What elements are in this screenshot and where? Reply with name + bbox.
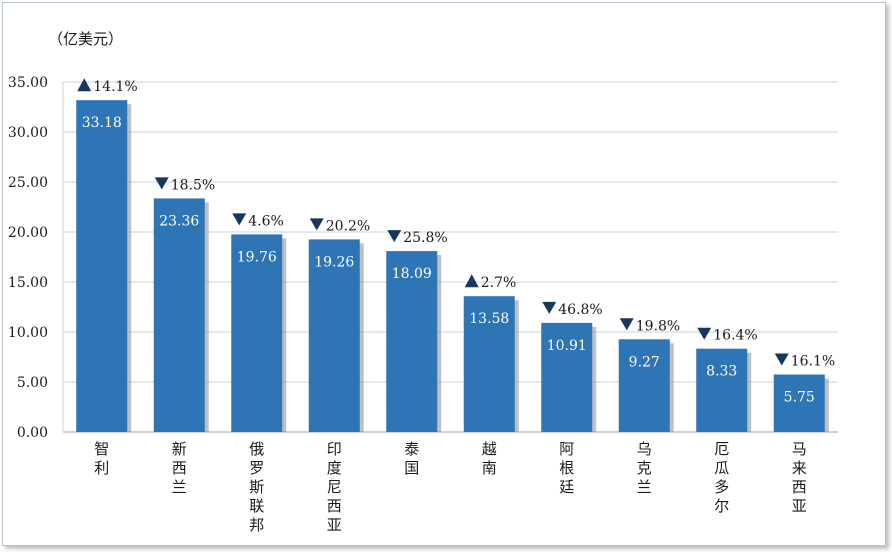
change-down-arrow	[387, 230, 402, 243]
y-tick-label: 0.00	[17, 425, 48, 441]
change-down-arrow	[619, 318, 634, 331]
bar-value-label: 13.58	[469, 311, 509, 327]
change-down-arrow	[697, 327, 712, 340]
x-category-label: 俄罗斯联邦	[249, 440, 264, 534]
unit-label: （亿美元）	[48, 30, 123, 48]
bar-value-label: 9.27	[629, 354, 660, 370]
change-down-arrow	[154, 177, 169, 190]
bar-value-label: 19.26	[314, 254, 354, 270]
bar	[76, 100, 128, 432]
bar-value-label: 8.33	[706, 364, 737, 380]
change-up-arrow	[464, 274, 479, 288]
bar	[153, 198, 205, 432]
y-tick-label: 30.00	[8, 125, 48, 141]
bar	[696, 348, 748, 432]
x-category-label: 越南	[482, 440, 497, 477]
bar	[386, 251, 438, 432]
bar-value-label: 19.76	[237, 249, 277, 265]
bar	[231, 234, 283, 432]
change-down-arrow	[232, 213, 247, 226]
bar	[618, 339, 670, 432]
change-percent-label: 19.8%	[636, 318, 680, 334]
bar	[541, 322, 593, 432]
change-percent-label: 46.8%	[558, 302, 602, 318]
x-category-label: 乌克兰	[637, 440, 652, 496]
change-down-arrow	[542, 301, 557, 314]
change-percent-label: 16.4%	[713, 328, 757, 344]
bar	[463, 296, 515, 432]
bar-value-label: 23.36	[159, 213, 199, 229]
chart-frame	[2, 2, 886, 546]
change-percent-label: 20.2%	[326, 218, 370, 234]
y-tick-label: 20.00	[8, 225, 48, 241]
change-up-arrow	[77, 78, 92, 92]
bar-value-label: 10.91	[547, 338, 587, 354]
bar-value-label: 5.75	[784, 390, 815, 406]
change-down-arrow	[309, 218, 324, 231]
bar-value-label: 33.18	[82, 115, 122, 131]
y-tick-label: 25.00	[8, 175, 48, 191]
bar	[308, 239, 360, 432]
change-percent-label: 2.7%	[481, 275, 517, 291]
change-percent-label: 18.5%	[171, 177, 215, 193]
x-category-label: 智利	[94, 440, 109, 477]
x-category-label: 马来西亚	[792, 440, 807, 515]
change-percent-label: 25.8%	[403, 230, 447, 246]
change-percent-label: 4.6%	[248, 213, 284, 229]
y-tick-label: 5.00	[17, 375, 48, 391]
x-category-label: 阿根廷	[559, 440, 574, 496]
y-tick-label: 35.00	[8, 75, 48, 91]
bar-value-label: 18.09	[392, 266, 432, 282]
change-down-arrow	[774, 353, 789, 366]
x-category-label: 新西兰	[172, 440, 187, 496]
x-category-label: 泰国	[404, 440, 419, 477]
change-percent-label: 14.1%	[93, 79, 137, 95]
x-category-label: 印度尼西亚	[327, 440, 342, 534]
change-percent-label: 16.1%	[791, 354, 835, 370]
y-tick-label: 15.00	[8, 275, 48, 291]
y-tick-label: 10.00	[8, 325, 48, 341]
bar	[773, 374, 825, 432]
x-category-label: 厄瓜多尔	[714, 440, 729, 515]
